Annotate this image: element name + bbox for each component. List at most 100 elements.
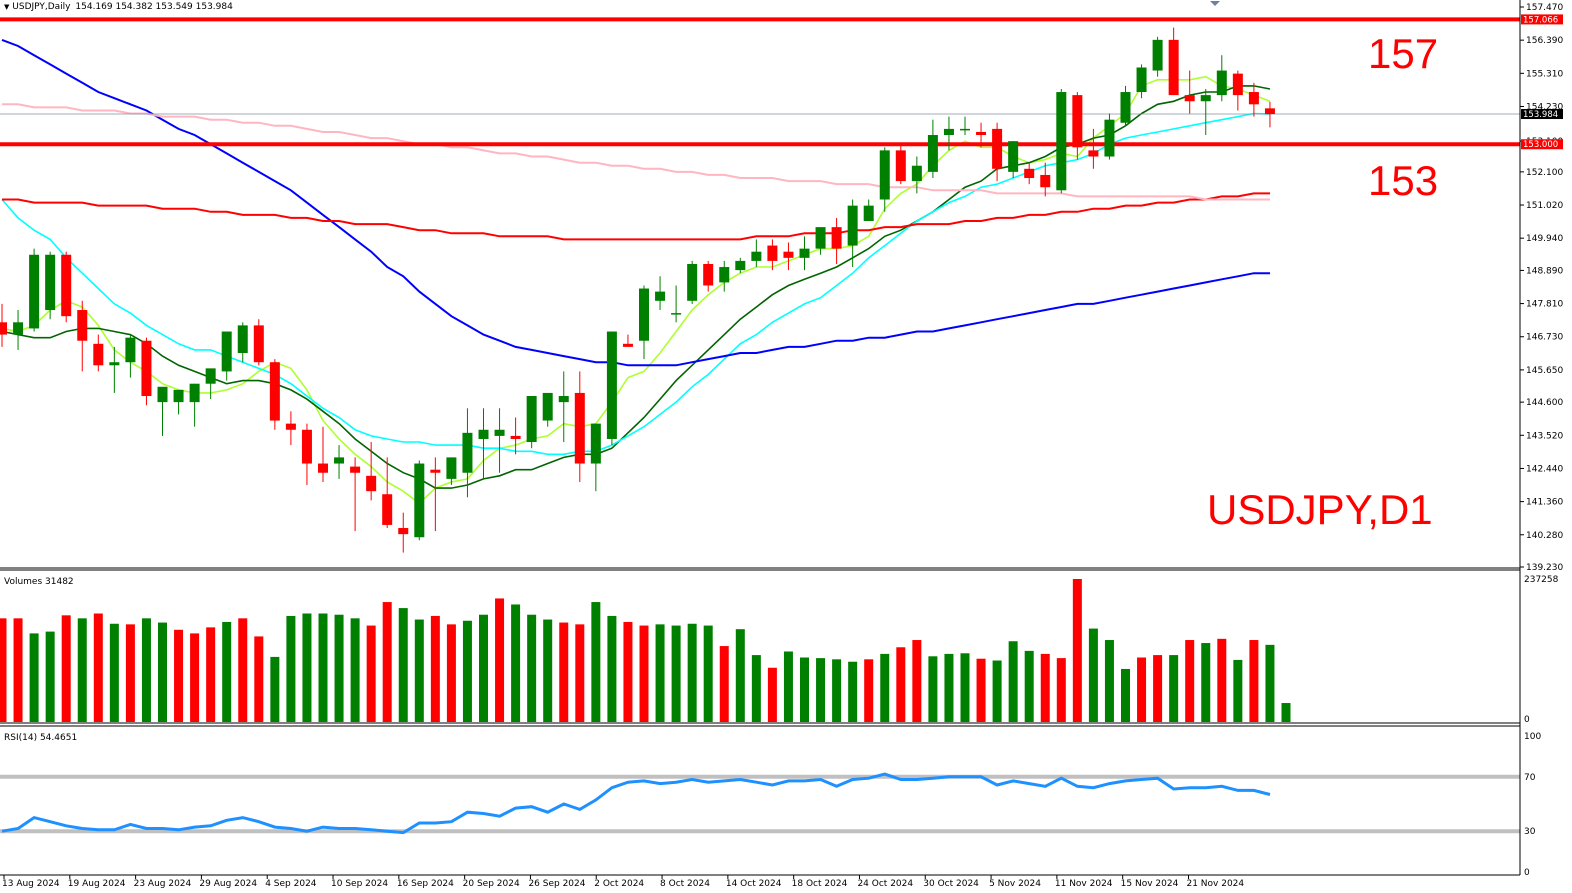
time-tick-label: 2 Oct 2024	[594, 879, 644, 889]
volume-bar	[1104, 640, 1114, 722]
bull-candle-body	[29, 254, 40, 329]
bull-candle-body	[125, 337, 136, 363]
volume-bar	[190, 633, 200, 722]
volume-bar	[960, 653, 970, 722]
bull-candle-body	[446, 457, 457, 479]
bull-candle-body	[1104, 119, 1115, 157]
bull-candle-body	[13, 322, 24, 335]
time-tick-label: 11 Nov 2024	[1055, 879, 1113, 889]
bull-candle-body	[719, 267, 730, 283]
time-tick-label: 19 Aug 2024	[68, 879, 126, 889]
bear-candle-body	[61, 254, 72, 317]
price-tick-label: 142.440	[1526, 464, 1563, 474]
volume-bar	[462, 620, 472, 722]
bid-price-tag-bg	[1521, 109, 1563, 120]
bear-candle-body	[1168, 39, 1179, 96]
volume-bar	[639, 625, 649, 722]
volume-bar	[109, 623, 119, 722]
volume-bar	[575, 624, 585, 722]
bull-candle-body	[1136, 67, 1147, 93]
rsi-tick-label: 70	[1524, 773, 1536, 783]
bull-candle-body	[462, 432, 473, 473]
time-tick-label: 5 Nov 2024	[989, 879, 1041, 889]
price-tick-label: 145.650	[1526, 366, 1563, 376]
bear-candle-body	[574, 392, 585, 464]
volume-bar	[1121, 668, 1130, 722]
volume-bar	[13, 618, 23, 722]
bull-candle-body	[639, 288, 649, 341]
bull-candle-body	[478, 429, 489, 439]
price-tick-label: 151.020	[1526, 201, 1563, 211]
bull-candle-body	[1200, 95, 1211, 102]
volume-bar	[751, 655, 761, 722]
bear-candle-body	[430, 469, 441, 473]
level-price-tag-bg	[1521, 139, 1563, 150]
ohlc-readout: 154.169 154.382 153.549 153.984	[75, 2, 233, 12]
volume-bar	[559, 622, 569, 722]
volume-title: Volumes 31482	[4, 577, 74, 587]
volume-bar	[1040, 653, 1050, 722]
volume-bar	[495, 598, 505, 722]
price-tick-label: 157.470	[1526, 3, 1563, 13]
time-tick-label: 23 Aug 2024	[134, 879, 192, 889]
bull-candle-body	[735, 260, 746, 271]
ma-red-line	[2, 192, 1270, 241]
ma-cyan-line	[1, 112, 1271, 456]
volume-bar	[912, 640, 922, 722]
bear-candle-body	[510, 435, 521, 439]
bull-candle-body	[751, 251, 762, 261]
level-price-tag: 157.066	[1523, 15, 1558, 25]
rsi-tick-label: 100	[1524, 732, 1541, 742]
rsi-line	[1, 772, 1271, 835]
bear-candle-body	[1088, 150, 1099, 157]
rsi-pane: RSI(14) 54.4651 100 70 30 0	[0, 725, 1541, 878]
volume-bar	[687, 623, 697, 722]
bear-candle-body	[318, 463, 328, 473]
volume-bar	[655, 624, 665, 722]
volume-bar	[719, 646, 729, 722]
volume-bar	[1201, 643, 1211, 722]
bear-candle-body	[269, 362, 280, 421]
bull-candle-body	[157, 386, 168, 403]
volume-bar	[1217, 638, 1227, 722]
price-tick-label: 152.100	[1526, 168, 1563, 178]
rsi-title: RSI(14) 54.4651	[4, 733, 77, 743]
bear-candle-body	[622, 343, 633, 347]
bull-candle-body	[863, 205, 874, 221]
bear-candle-body	[767, 245, 778, 261]
bear-candle-body	[285, 423, 296, 430]
price-tick-label: 139.230	[1526, 563, 1563, 573]
bull-candle-body	[943, 128, 954, 136]
volume-bar	[1008, 641, 1018, 722]
bull-candle-body	[542, 392, 553, 421]
bull-candle-body	[655, 291, 666, 301]
level-157-annotation: 157	[1368, 30, 1439, 77]
menu-triangle-icon[interactable]: ▼	[4, 3, 10, 11]
time-tick-label: 26 Sep 2024	[528, 879, 585, 889]
bull-candle-body	[526, 395, 537, 443]
volume-bar	[1185, 640, 1195, 722]
bull-candle-body	[558, 395, 569, 403]
time-tick-label: 8 Oct 2024	[660, 879, 710, 889]
volume-bar	[735, 629, 745, 722]
volume-bar	[446, 624, 456, 722]
volume-bar	[783, 651, 793, 722]
bear-candle-body	[1072, 95, 1083, 148]
bull-candle-body	[590, 423, 601, 464]
volume-bar	[1169, 655, 1179, 722]
bull-candle-body	[1008, 141, 1019, 172]
volume-bar	[896, 647, 906, 722]
bear-candle-body	[398, 528, 409, 535]
time-tick-label: 10 Sep 2024	[331, 879, 388, 889]
shift-marker-icon	[1210, 1, 1220, 6]
volume-bar	[77, 618, 87, 722]
price-tick-label: 146.730	[1526, 333, 1563, 343]
bear-candle-body	[895, 150, 906, 182]
volume-bar	[334, 614, 344, 722]
bull-candle-body	[109, 362, 120, 366]
bull-candle-body	[927, 135, 938, 172]
bear-candle-body	[366, 475, 377, 492]
price-tick-label: 154.230	[1526, 102, 1563, 112]
volume-bar	[0, 618, 7, 722]
volume-bar	[206, 627, 216, 722]
